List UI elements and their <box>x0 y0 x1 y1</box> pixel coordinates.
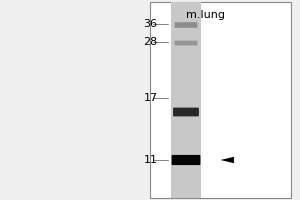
FancyBboxPatch shape <box>175 41 197 45</box>
FancyBboxPatch shape <box>150 2 291 198</box>
Text: 17: 17 <box>143 93 158 103</box>
FancyBboxPatch shape <box>171 2 201 198</box>
FancyBboxPatch shape <box>175 22 197 28</box>
Polygon shape <box>220 157 234 163</box>
FancyBboxPatch shape <box>172 155 200 165</box>
Text: m.lung: m.lung <box>186 10 225 20</box>
Text: 28: 28 <box>143 37 158 47</box>
FancyBboxPatch shape <box>173 108 199 116</box>
Text: 11: 11 <box>143 155 158 165</box>
Text: 36: 36 <box>143 19 158 29</box>
